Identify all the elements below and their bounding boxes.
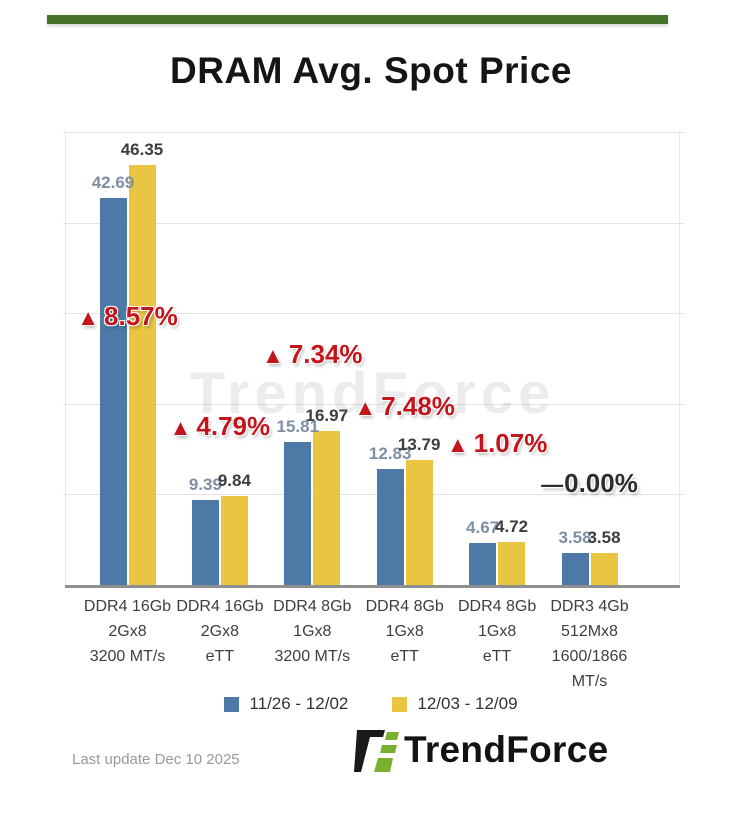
bar [220,495,248,585]
bar-value-label: 12.83 [368,443,412,463]
bar-value-label: 13.79 [397,435,441,455]
up-triangle-icon: ▲ [169,415,192,440]
bar-value-label: 4.67 [466,517,500,537]
bar-value-label: 3.58 [558,527,592,547]
bar [590,552,618,585]
gridline [63,222,684,224]
bar-value-label: 46.35 [120,140,164,160]
bar-value-label: 3.58 [587,527,621,547]
bar [128,165,156,585]
bar-value-label: 4.72 [495,517,529,537]
bar-value-label: 9.84 [217,470,251,490]
bar [99,198,127,585]
change-annotation: ▲ 1.07% [397,428,597,459]
change-percent: 7.48% [381,391,455,421]
legend: 11/26 - 12/02 12/03 - 12/09 [0,694,742,714]
chart-area: TrendForce 42.69 9.39 15.81 12.83 4.67 3.58 46… [63,130,684,588]
up-triangle-icon: ▲ [354,395,377,420]
legend-swatch-blue [224,696,240,712]
change-annotation: ▲ 7.48% [305,391,505,422]
legend-label: 11/26 - 12/02 [249,694,349,713]
legend-swatch-yellow [392,696,408,712]
change-percent: 1.07% [473,428,548,458]
flat-dash-icon: — [541,472,564,497]
bar [313,431,341,585]
up-triangle-icon: ▲ [262,343,284,368]
brand-logo: TrendForce [354,726,609,774]
up-triangle-icon: ▲ [77,305,100,330]
bar [191,499,219,585]
gridline [63,494,684,496]
gridline [63,132,684,133]
change-percent: 4.79% [196,411,271,441]
category-label: DDR4 16Gb 2Gx8 3200 MT/s [83,598,172,665]
change-percent: 8.57% [104,301,178,331]
change-percent: 0.00% [564,468,638,498]
legend-item: 11/26 - 12/02 [224,694,348,714]
bar [561,552,589,585]
gridline [63,403,684,405]
x-axis: DDR4 16Gb 2Gx8 3200 MT/s DDR4 16Gb 2Gx8 e… [65,594,680,709]
bar [376,468,404,585]
bar-value-label: 16.97 [305,406,349,426]
trendforce-logo-icon [354,730,399,772]
bar-value-label: 42.69 [91,173,135,193]
change-percent: 7.34% [288,339,363,369]
plot-left-edge [65,130,66,585]
category-label: DDR4 8Gb 1Gx8 3200 MT/s [273,598,352,665]
category-label: DDR3 4Gb 512Mx8 1600/1866 MT/s [550,598,629,690]
category-label: DDR4 8Gb 1Gx8 eTT [365,598,444,665]
legend-item: 12/03 - 12/09 [392,694,518,714]
up-triangle-icon: ▲ [446,432,469,457]
page-title: DRAM Avg. Spot Price [170,50,572,91]
bar [405,460,433,585]
gridline [63,313,684,315]
change-annotation: ▲ 8.57% [28,301,228,332]
brand-name: TrendForce [404,729,609,770]
last-update-note: Last update Dec 10 2025 [72,751,240,768]
change-annotation: —0.00% [490,468,690,499]
category-label: DDR4 8Gb 1Gx8 eTT [457,598,537,665]
bar-value-label: 15.81 [276,416,320,436]
watermark: TrendForce [189,361,556,426]
bar [469,542,497,585]
category-label: DDR4 16Gb 2Gx8 eTT [176,598,264,665]
legend-label: 12/03 - 12/09 [417,694,518,713]
top-accent-bar [47,15,668,24]
bar [284,441,312,585]
change-annotation: ▲ 4.79% [120,411,320,442]
change-annotation: ▲ 7.34% [212,339,412,370]
plot-right-edge [679,130,680,585]
bar [498,542,526,585]
bar-value-label: 9.39 [188,474,222,494]
